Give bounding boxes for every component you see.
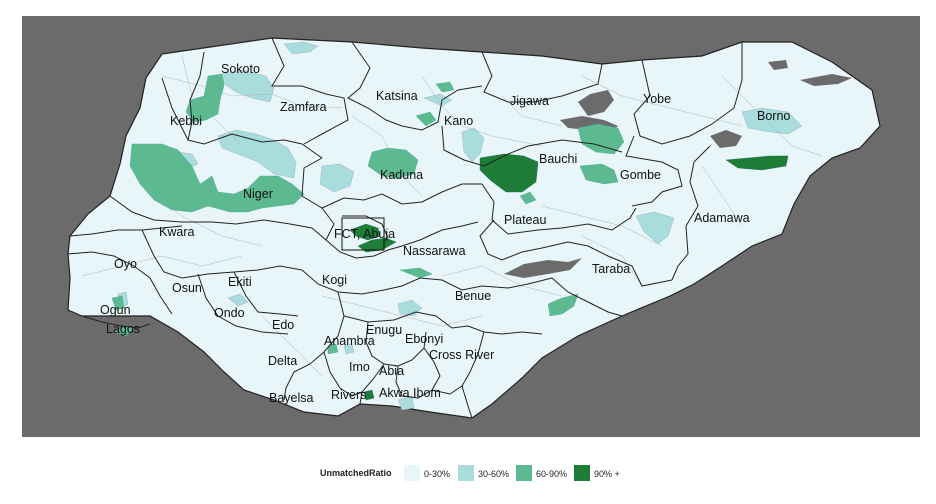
state-label-katsina: Katsina xyxy=(376,89,418,103)
state-label-anambra: Anambra xyxy=(324,334,375,348)
nigeria-map: Sokoto Zamfara Katsina Jigawa Yobe Borno… xyxy=(67,37,881,419)
legend-swatch-90-plus xyxy=(574,465,590,481)
state-label-kaduna: Kaduna xyxy=(380,168,423,182)
legend-label-60-90: 60-90% xyxy=(536,469,568,479)
state-label-akwa-ibom: Akwa Ibom xyxy=(379,386,441,400)
state-label-sokoto: Sokoto xyxy=(221,62,260,76)
state-label-niger: Niger xyxy=(243,187,273,201)
legend-label-90-plus: 90% + xyxy=(594,469,620,479)
state-boundaries xyxy=(67,37,743,419)
legend-label-30-60: 30-60% xyxy=(478,469,510,479)
lga-boundaries xyxy=(81,55,823,377)
state-label-kano: Kano xyxy=(444,114,473,128)
legend-swatch-60-90 xyxy=(516,465,532,481)
legend-swatch-30-60 xyxy=(458,465,474,481)
state-label-imo: Imo xyxy=(349,360,370,374)
ratio-90-plus-areas xyxy=(349,153,789,401)
ratio-60-90-areas xyxy=(111,73,625,355)
state-label-kwara: Kwara xyxy=(159,225,194,239)
state-label-borno: Borno xyxy=(757,109,790,123)
state-label-oyo: Oyo xyxy=(114,257,137,271)
state-label-plateau: Plateau xyxy=(504,213,546,227)
state-label-benue: Benue xyxy=(455,289,491,303)
state-label-taraba: Taraba xyxy=(592,262,630,276)
fct-abuja-box xyxy=(341,217,385,251)
state-label-ondo: Ondo xyxy=(214,306,245,320)
legend: UnmatchedRatio 0-30% 30-60% 60-90% 90% + xyxy=(0,462,936,486)
state-label-rivers: Rivers xyxy=(331,388,366,402)
state-label-adamawa: Adamawa xyxy=(694,211,750,225)
state-label-edo: Edo xyxy=(272,318,294,332)
country-outline xyxy=(67,37,881,419)
state-label-ogun: Ogun xyxy=(100,303,131,317)
state-label-cross-river: Cross River xyxy=(429,348,494,362)
state-label-abia: Abia xyxy=(379,364,404,378)
state-label-jigawa: Jigawa xyxy=(510,94,549,108)
legend-title: UnmatchedRatio xyxy=(320,468,392,478)
legend-swatch-0-30 xyxy=(404,465,420,481)
state-label-osun: Osun xyxy=(172,281,202,295)
state-label-delta: Delta xyxy=(268,354,297,368)
state-label-kebbi: Kebbi xyxy=(170,114,202,128)
map-panel: Sokoto Zamfara Katsina Jigawa Yobe Borno… xyxy=(22,16,920,437)
ratio-30-60-areas xyxy=(117,41,803,411)
legend-label-0-30: 0-30% xyxy=(424,469,451,479)
state-label-ekiti: Ekiti xyxy=(228,275,252,289)
state-label-bayelsa: Bayelsa xyxy=(269,391,314,405)
state-label-zamfara: Zamfara xyxy=(280,100,327,114)
state-label-bauchi: Bauchi xyxy=(539,152,577,166)
state-label-nassarawa: Nassarawa xyxy=(403,244,466,258)
state-label-fct-abuja: FCT, Abuja xyxy=(334,227,395,241)
state-label-yobe: Yobe xyxy=(643,92,671,106)
state-label-gombe: Gombe xyxy=(620,168,661,182)
state-label-ebonyi: Ebonyi xyxy=(405,332,443,346)
state-label-lagos: Lagos xyxy=(106,322,140,336)
state-labels: Sokoto Zamfara Katsina Jigawa Yobe Borno… xyxy=(100,62,790,405)
state-label-enugu: Enugu xyxy=(366,323,402,337)
state-label-kogi: Kogi xyxy=(322,273,347,287)
